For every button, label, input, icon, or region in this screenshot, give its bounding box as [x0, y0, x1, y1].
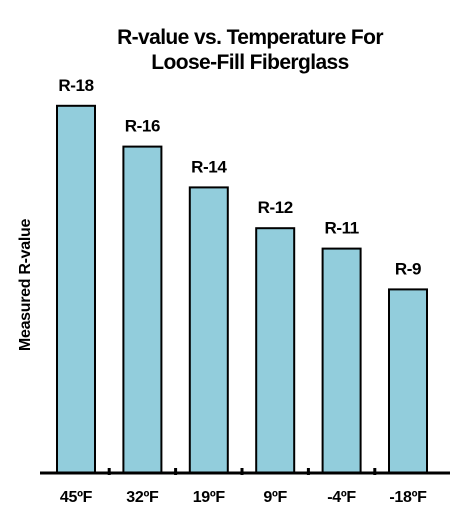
x-tick-mark-2 — [174, 468, 178, 475]
data-label-4: R-12 — [258, 198, 293, 217]
data-label-3: R-14 — [191, 157, 227, 176]
chart-title-line-1: R-value vs. Temperature For — [117, 26, 383, 49]
bar-1 — [56, 104, 96, 475]
chart-title-line-2: Loose-Fill Fiberglass — [151, 51, 348, 74]
bar-2 — [122, 145, 163, 474]
x-tick-label-2: 32ºF — [126, 489, 159, 506]
data-label-5: R-11 — [324, 219, 358, 238]
x-tick-mark-1 — [107, 468, 111, 475]
chart-title: R-value vs. Temperature For Loose-Fill F… — [117, 26, 384, 74]
data-label-2: R-16 — [125, 117, 160, 136]
x-axis — [40, 468, 450, 475]
value-labels-group: R-18 R-16 R-14 R-12 R-11 R-9 — [58, 76, 421, 279]
bar-4 — [255, 227, 296, 474]
x-tick-mark-3 — [240, 468, 244, 475]
x-tick-label-3: 19ºF — [193, 489, 226, 506]
bar-6 — [388, 288, 428, 474]
x-tick-label-5: -4ºF — [327, 489, 356, 506]
bars-group — [56, 104, 428, 475]
x-tick-mark-5 — [373, 468, 377, 475]
data-label-1: R-18 — [58, 76, 93, 95]
x-tick-label-4: 9ºF — [263, 489, 287, 506]
bar-3 — [188, 186, 229, 474]
bar-5 — [321, 247, 362, 474]
x-tick-mark-4 — [306, 468, 310, 475]
x-tick-label-6: -18ºF — [389, 489, 427, 506]
y-axis-label: Measured R-value — [17, 219, 34, 352]
x-tick-labels: 45ºF 32ºF 19ºF 9ºF -4ºF -18ºF — [60, 489, 428, 506]
x-tick-label-1: 45ºF — [60, 489, 93, 506]
data-label-6: R-9 — [395, 259, 421, 278]
